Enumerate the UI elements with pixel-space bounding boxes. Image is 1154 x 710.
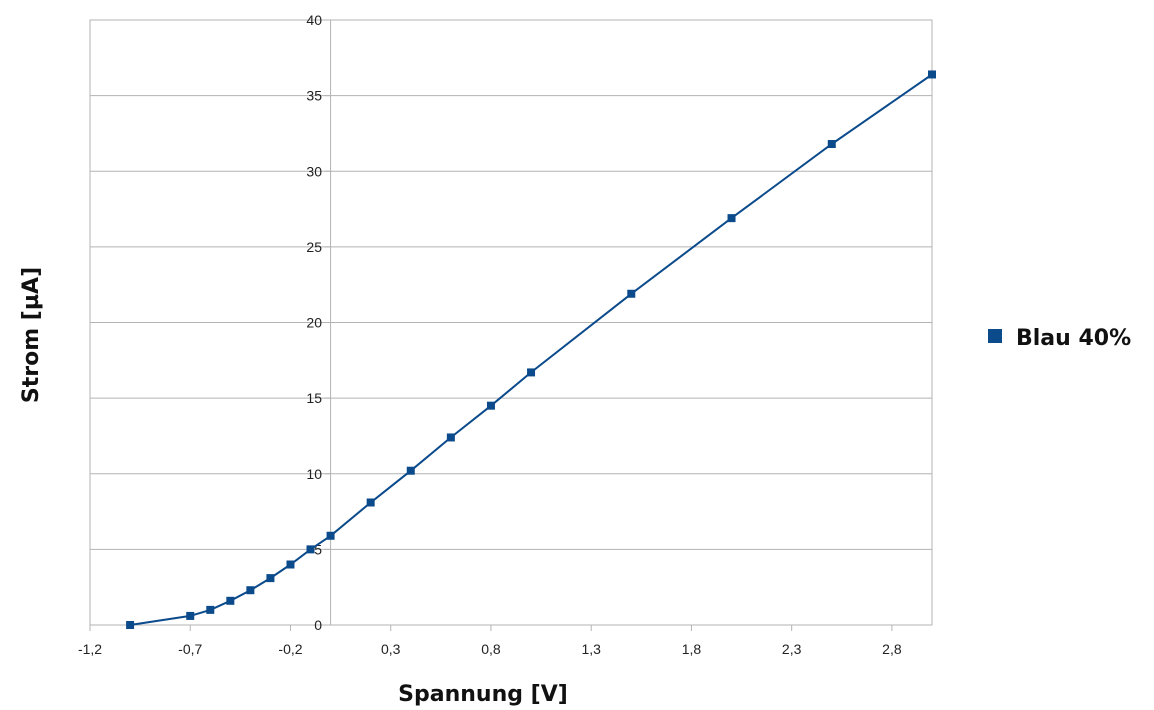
- y-axis-title: Strom [µA]: [19, 267, 44, 403]
- data-point: [226, 596, 235, 605]
- x-tick-label: -0,7: [178, 641, 202, 657]
- y-tick-label: 15: [306, 390, 322, 406]
- legend: Blau 40%: [988, 326, 1131, 351]
- data-point: [266, 574, 275, 583]
- x-tick-label: 1,3: [581, 641, 601, 657]
- data-point: [446, 433, 455, 442]
- data-point: [486, 401, 495, 410]
- x-tick-label: 0,3: [381, 641, 401, 657]
- x-tick-label: -1,2: [78, 641, 102, 657]
- y-tick-labels: 0 5 10 15 20 25 30 35 40: [306, 12, 322, 633]
- data-point: [627, 289, 636, 298]
- y-axis: [324, 19, 332, 626]
- data-point: [186, 611, 195, 620]
- data-point: [286, 560, 295, 569]
- x-tick-labels: -1,2 -0,7 -0,2 0,3 0,8 1,3 1,8 2,3 2,8: [78, 625, 902, 657]
- data-point: [366, 498, 375, 507]
- data-point: [527, 368, 536, 377]
- data-point: [406, 466, 415, 475]
- gridlines: [90, 19, 932, 550]
- y-tick-label: 0: [314, 617, 322, 633]
- y-tick-label: 20: [306, 315, 322, 331]
- x-tick-label: 1,8: [682, 641, 702, 657]
- data-point: [246, 586, 255, 595]
- series-layer: [126, 70, 936, 629]
- x-tick-label: 2,3: [782, 641, 802, 657]
- y-tick-label: 30: [306, 163, 322, 179]
- data-point: [306, 545, 315, 554]
- y-tick-label: 25: [306, 239, 322, 255]
- legend-label-blau-40: Blau 40%: [1016, 326, 1131, 351]
- x-tick-label: 2,8: [882, 641, 902, 657]
- y-tick-label: 5: [314, 541, 322, 557]
- legend-marker-blau-40: [988, 329, 1002, 343]
- y-tick-label: 10: [306, 466, 322, 482]
- x-tick-label: -0,2: [278, 641, 302, 657]
- x-axis-title: Spannung [V]: [398, 682, 568, 707]
- data-point: [206, 605, 215, 614]
- data-point: [326, 531, 335, 540]
- y-tick-label: 40: [306, 12, 322, 28]
- data-point: [827, 140, 836, 149]
- data-point: [727, 214, 736, 223]
- data-point: [928, 70, 936, 79]
- x-tick-label: 0,8: [481, 641, 501, 657]
- y-tick-label: 35: [306, 88, 322, 104]
- data-point: [126, 621, 135, 629]
